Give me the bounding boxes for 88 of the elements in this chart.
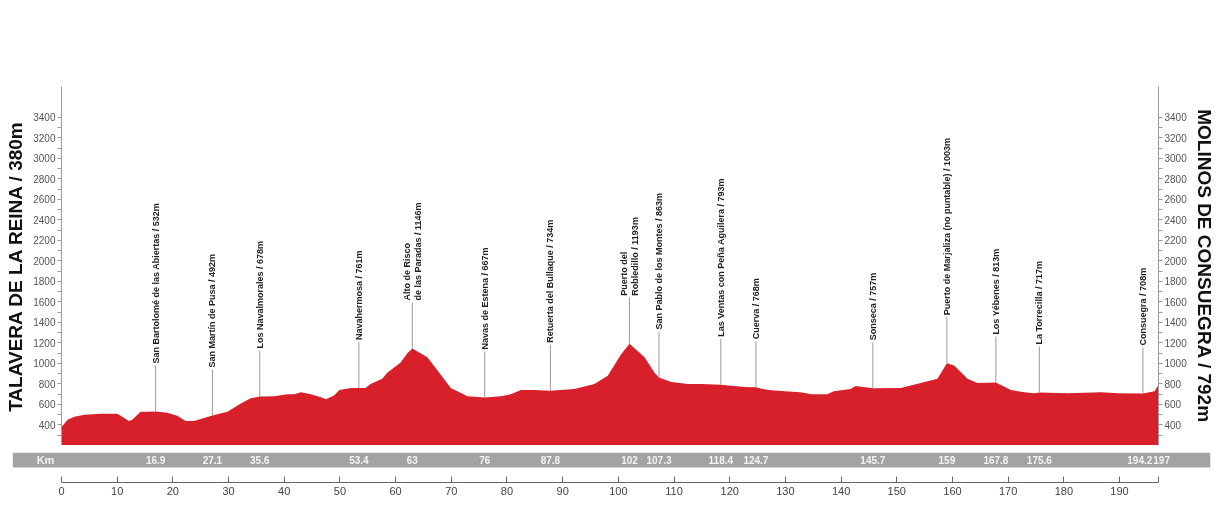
x-tick-label: 0 [58,484,65,497]
x2-tick-label: 145.7 [860,455,886,466]
x2-tick-label: 175.6 [1026,455,1053,466]
y2-tick-label: 1600 [1164,296,1188,308]
y2-tick-label: 2800 [1164,173,1188,185]
annotation: Las Ventas con Peña Aguilera / 793m [715,178,726,337]
y2-tick-label: 1400 [1164,317,1188,329]
y2-tick-label: 800 [1164,378,1182,390]
annotation: Cuerva / 768m [750,278,761,340]
x-tick-label: 70 [445,484,458,497]
x-tick-label: 10 [111,484,124,497]
annotation: Retuerta del Bullaque / 734m [545,219,556,343]
y-tick-label: 1800 [33,276,56,288]
y-tick-label: 1600 [33,296,56,308]
annotation: Sonseca / 757m [867,272,878,341]
x-tick-label: 60 [389,484,402,497]
y-tick-label: 2800 [33,173,56,185]
x-tick-label: 40 [278,484,291,497]
x2-tick-label: 118.4 [708,455,734,466]
y-tick-label: 1400 [33,317,56,329]
y-tick-label: 1000 [33,358,56,370]
x2-tick-label: 167.8 [983,455,1009,466]
x-tick-label: 150 [887,484,906,497]
y-tick-label: 3400 [33,112,56,124]
x2-tick-label: 27.1 [202,455,223,466]
x-tick-label: 170 [998,484,1018,497]
x2-tick-label: 16.9 [145,455,166,466]
y2-tick-label: 400 [1164,419,1182,431]
x2-tick-label: 102 [621,455,639,466]
x-tick-label: 30 [222,484,235,497]
y-tick-label: 3000 [33,153,56,165]
x2-tick-label: 159 [938,455,956,466]
y-tick-label: 400 [38,419,56,431]
annotation: Navahermosa / 761m [353,250,364,340]
y2-tick-label: 3200 [1164,132,1188,144]
x2-tick-label: 107.3 [646,455,672,466]
x2-tick-label: 194.2 [1127,455,1153,466]
x-tick-label: 120 [720,484,739,497]
x-tick-label: 20 [166,484,179,497]
x-tick-label: 50 [333,484,347,497]
x-tick-label: 90 [556,484,569,497]
annotation: San Martín de Pusa / 492m [207,254,218,368]
y2-tick-label: 2600 [1164,194,1188,206]
y-tick-label: 2600 [33,194,56,206]
annotation: Puerto de Marjaliza (no puntable) / 1003m [941,138,952,316]
x-tick-label: 80 [500,484,514,497]
annotation: Los Yébenes / 813m [990,248,1001,335]
x-tick-label: 190 [1110,484,1129,497]
x2-tick-label: 35.6 [250,455,270,466]
x-tick-label: 100 [609,484,628,497]
y2-tick-label: 2400 [1164,214,1188,226]
x2-tick-label: 53.4 [349,455,370,466]
y2-tick-label: 2200 [1164,235,1188,247]
annotation: Consuegra / 708m [1137,267,1148,346]
x2-tick-label: 197 [1153,455,1171,466]
x2-tick-label: 76 [479,455,491,466]
y-tick-label: 1200 [33,337,56,349]
x-tick-label: 130 [776,484,795,497]
y-tick-label: 2200 [33,235,56,247]
y-tick-label: 600 [38,399,56,411]
annotation: San Pablo de los Montes / 863m [654,192,664,330]
y-axis-title: TALAVERA DE LA REINA / 380m [5,122,27,412]
x-tick-label: 180 [1054,484,1074,497]
annotation: Los Navalmorales / 678m [254,240,265,349]
annotation: Puerto del Robledillo / 1193m [618,217,640,296]
annotation: La Torrecilla / 717m [1034,261,1045,345]
x-tick-label: 140 [831,484,851,497]
y2-axis-title: MOLINOS DE CONSUEGRA / 792m [1193,109,1215,423]
x-tick-label: 110 [665,484,683,497]
y2-tick-label: 1800 [1164,276,1188,288]
y-tick-label: 800 [38,378,56,390]
annotation: Alto de Risco de las Paradas / 1146m [401,202,423,301]
y2-tick-label: 2000 [1164,255,1188,267]
y-tick-label: 2400 [33,214,56,226]
annotation: San Bartolomé de las Abiertas / 532m [150,203,161,364]
x2-axis-title: Km [36,454,55,466]
annotation: Navas de Estena / 667m [479,247,490,350]
y2-tick-label: 1000 [1164,358,1188,370]
y-tick-label: 2000 [33,255,56,267]
y2-tick-label: 3400 [1164,112,1188,124]
y2-tick-label: 3000 [1164,153,1188,165]
x2-tick-label: 124.7 [743,455,769,466]
y-tick-label: 3200 [33,132,56,144]
x-tick-label: 160 [943,484,962,497]
x2-tick-label: 63 [406,455,419,466]
x2-tick-label: 87.8 [540,455,561,466]
y2-tick-label: 1200 [1164,337,1188,349]
y2-tick-label: 600 [1164,399,1182,411]
